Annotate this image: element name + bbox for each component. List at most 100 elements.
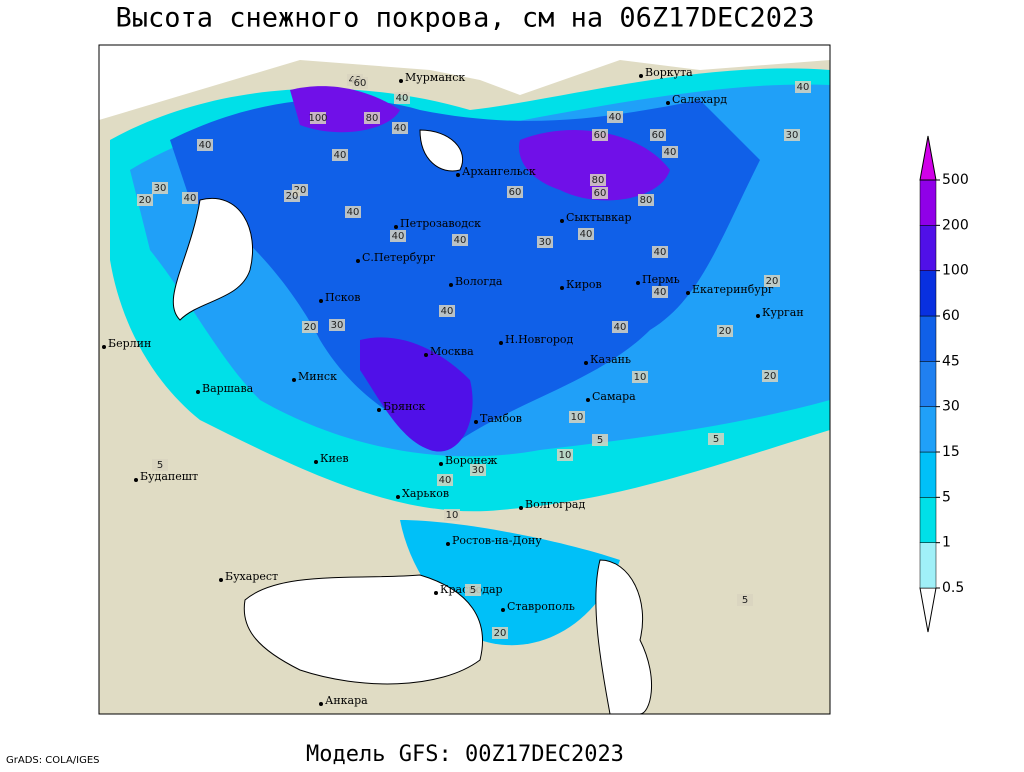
baltic-sea [172, 198, 254, 321]
city-label: Брянск [383, 400, 426, 413]
city-dot [449, 283, 453, 287]
contour-label: 20 [494, 628, 507, 639]
contour-label: 80 [592, 175, 605, 186]
contour-label-bg [182, 192, 198, 204]
contour-label: 40 [797, 82, 810, 93]
contour-label: 30 [539, 237, 552, 248]
contour-label-bg [578, 228, 594, 240]
contour-label: 20 [304, 322, 317, 333]
city-dot [396, 495, 400, 499]
city-label: Бухарест [225, 570, 278, 583]
contour-label: 60 [652, 130, 665, 141]
contour-label-bg [452, 234, 468, 246]
contour-label: 80 [366, 113, 379, 124]
contour-label: 20 [719, 326, 732, 337]
map-frame [98, 44, 831, 715]
contour-label-bg [197, 139, 213, 151]
city-dot [560, 286, 564, 290]
contour-label: 100 [308, 113, 327, 124]
contour-label: 20 [766, 276, 779, 287]
city-label: Вологда [455, 275, 503, 288]
city-dot [584, 361, 588, 365]
contour-label-bg [470, 464, 486, 476]
contour-label-bg [592, 187, 608, 199]
contour-label-bg [492, 627, 508, 639]
contour-label-bg [592, 434, 608, 446]
contour-label-bg [364, 112, 380, 124]
contour-label-bg [784, 129, 800, 141]
contour-label-bg [612, 321, 628, 333]
contour-label: 60 [354, 78, 367, 89]
contour-label: 5 [157, 460, 163, 471]
colorbar-bin [919, 225, 937, 271]
colorbar-bin [919, 270, 937, 317]
contour-label-bg [795, 81, 811, 93]
contour-label: 30 [331, 320, 344, 331]
contour-label: 40 [454, 235, 467, 246]
contour-label-bg [437, 474, 453, 486]
city-dot [666, 101, 670, 105]
city-dot [639, 74, 643, 78]
snow-100-north [519, 130, 670, 201]
contour-label-bg [392, 122, 408, 134]
contour-label: 60 [594, 130, 607, 141]
city-label: Псков [325, 291, 360, 304]
city-dot [756, 314, 760, 318]
contour-label: 40 [439, 475, 452, 486]
contour-label-bg [717, 325, 733, 337]
contour-label-bg [439, 305, 455, 317]
contour-label: 60 [509, 187, 522, 198]
contour-label: 20 [764, 371, 777, 382]
city-label: Курган [762, 306, 804, 319]
contour-label: 5 [597, 435, 603, 446]
colorbar-bin [919, 542, 937, 589]
colorbar-over [919, 135, 937, 181]
contour-label-bg [592, 129, 608, 141]
city-dot [560, 219, 564, 223]
contour-label: 5 [742, 595, 748, 606]
contour-label: 40 [394, 123, 407, 134]
city-label: Самара [592, 390, 636, 403]
city-label: Петрозаводск [400, 217, 481, 230]
city-dot [439, 462, 443, 466]
city-label: Пермь [642, 273, 680, 286]
city-dot [377, 408, 381, 412]
colorbar-label: 500 [942, 172, 969, 188]
colorbar-under [919, 587, 937, 633]
city-label: Архангельск [462, 165, 536, 178]
colorbar-bin [919, 179, 937, 226]
colorbar-label: 100 [942, 263, 969, 279]
city-dot [399, 79, 403, 83]
contour-label: 40 [199, 140, 212, 151]
city-dot [636, 281, 640, 285]
city-label: Екатеринбург [692, 283, 774, 296]
contour-label-bg [764, 275, 780, 287]
city-dot [134, 478, 138, 482]
city-dot [501, 608, 505, 612]
city-label: Казань [590, 353, 631, 366]
city-dot [686, 291, 690, 295]
city-label: Анкара [325, 694, 368, 707]
city-dot [292, 378, 296, 382]
contour-label-bg [345, 206, 361, 218]
contour-label: 5 [470, 585, 476, 596]
white-sea [419, 129, 463, 172]
contour-label: 30 [154, 183, 167, 194]
labels: Мурманск Воркута Салехард Архангельск Сыктыв… [102, 66, 811, 707]
colorbar-label: 0.5 [942, 580, 964, 596]
contour-label-bg [650, 129, 666, 141]
city-label: Волгоград [525, 498, 585, 511]
colorbar-bin [919, 315, 937, 362]
city-dot [446, 542, 450, 546]
credit: GrADS: COLA/IGES [6, 755, 100, 766]
city-dot [102, 345, 106, 349]
contour-label-bg [607, 111, 623, 123]
colorbar-label: 15 [942, 444, 960, 460]
contour-label-bg [652, 246, 668, 258]
contour-label: 80 [640, 195, 653, 206]
contour-label-bg [152, 459, 168, 471]
city-dot [424, 353, 428, 357]
city-label: С.Петербург [362, 251, 436, 264]
